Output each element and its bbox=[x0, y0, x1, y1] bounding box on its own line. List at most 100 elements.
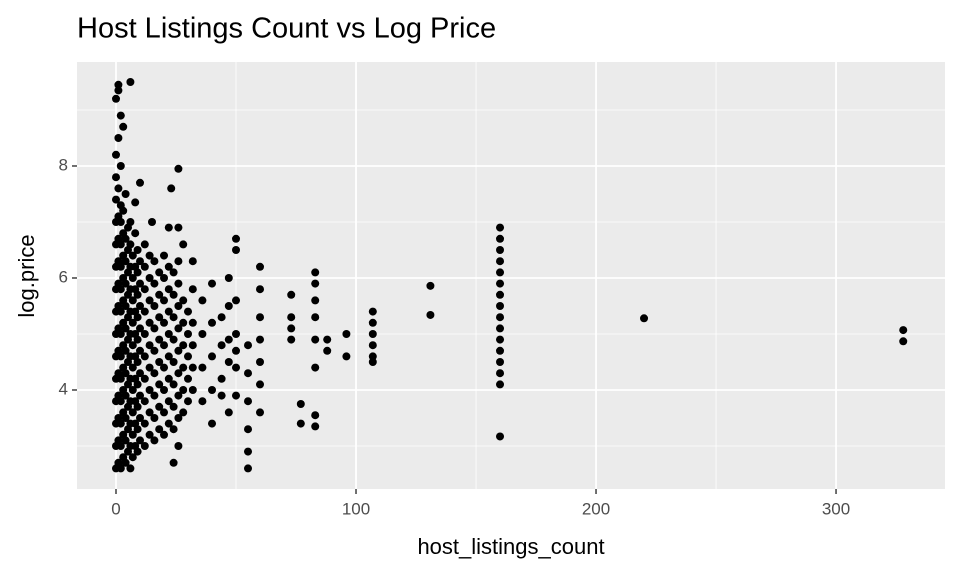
y-tick-label: 4 bbox=[59, 379, 68, 398]
point bbox=[323, 335, 332, 344]
points bbox=[112, 77, 908, 473]
point bbox=[323, 346, 332, 355]
point bbox=[174, 391, 183, 400]
point bbox=[116, 217, 125, 226]
point bbox=[232, 245, 241, 254]
point bbox=[208, 352, 217, 361]
point bbox=[311, 422, 320, 431]
point bbox=[368, 352, 377, 361]
point bbox=[174, 279, 183, 288]
point bbox=[232, 234, 241, 243]
point bbox=[160, 408, 169, 417]
point bbox=[164, 352, 173, 361]
point bbox=[145, 341, 154, 350]
point bbox=[287, 290, 296, 299]
point bbox=[121, 257, 130, 266]
point bbox=[198, 363, 207, 372]
point bbox=[160, 385, 169, 394]
point bbox=[224, 301, 233, 310]
y-tick-label: 8 bbox=[59, 155, 68, 174]
point bbox=[114, 133, 123, 142]
point bbox=[128, 430, 137, 439]
x-tick-label: 100 bbox=[342, 499, 370, 518]
point bbox=[112, 94, 121, 103]
point bbox=[121, 279, 130, 288]
point bbox=[179, 408, 188, 417]
point bbox=[133, 335, 142, 344]
point bbox=[116, 262, 125, 271]
point bbox=[131, 229, 140, 238]
point bbox=[174, 257, 183, 266]
point bbox=[296, 419, 305, 428]
point bbox=[256, 313, 265, 322]
point bbox=[145, 318, 154, 327]
point bbox=[133, 245, 142, 254]
point bbox=[496, 369, 505, 378]
point bbox=[155, 290, 164, 299]
point bbox=[121, 458, 130, 467]
point bbox=[160, 318, 169, 327]
point bbox=[140, 397, 149, 406]
point bbox=[256, 357, 265, 366]
point bbox=[164, 285, 173, 294]
point bbox=[116, 161, 125, 170]
point bbox=[126, 217, 135, 226]
point bbox=[119, 206, 128, 215]
point bbox=[133, 313, 142, 322]
point bbox=[256, 335, 265, 344]
point bbox=[184, 374, 193, 383]
point bbox=[174, 346, 183, 355]
point bbox=[179, 240, 188, 249]
point bbox=[121, 234, 130, 243]
point bbox=[169, 268, 178, 277]
point bbox=[145, 430, 154, 439]
point bbox=[496, 234, 505, 243]
point bbox=[128, 296, 137, 305]
point bbox=[296, 399, 305, 408]
point bbox=[287, 324, 296, 333]
point bbox=[232, 346, 241, 355]
point bbox=[116, 464, 125, 473]
point bbox=[169, 458, 178, 467]
point bbox=[179, 385, 188, 394]
point bbox=[140, 240, 149, 249]
y-axis-title: log.price bbox=[14, 234, 39, 317]
point bbox=[179, 341, 188, 350]
point bbox=[188, 285, 197, 294]
point bbox=[160, 430, 169, 439]
point bbox=[184, 307, 193, 316]
point bbox=[169, 402, 178, 411]
point bbox=[496, 290, 505, 299]
point bbox=[133, 425, 142, 434]
point bbox=[496, 301, 505, 310]
point bbox=[116, 374, 125, 383]
point bbox=[155, 268, 164, 277]
point bbox=[140, 374, 149, 383]
point bbox=[311, 296, 320, 305]
point bbox=[169, 425, 178, 434]
point bbox=[121, 413, 130, 422]
point bbox=[640, 314, 649, 323]
x-tick-label: 300 bbox=[822, 499, 850, 518]
point bbox=[128, 408, 137, 417]
point bbox=[155, 380, 164, 389]
point bbox=[114, 80, 123, 89]
point bbox=[179, 363, 188, 372]
point bbox=[208, 279, 217, 288]
point bbox=[140, 285, 149, 294]
point bbox=[368, 329, 377, 338]
point bbox=[167, 184, 176, 193]
point bbox=[244, 464, 253, 473]
point bbox=[128, 251, 137, 260]
point bbox=[121, 369, 130, 378]
point bbox=[188, 341, 197, 350]
point bbox=[164, 419, 173, 428]
point bbox=[133, 290, 142, 299]
point bbox=[217, 374, 226, 383]
point bbox=[126, 240, 135, 249]
point bbox=[150, 436, 159, 445]
point bbox=[136, 391, 145, 400]
point bbox=[128, 273, 137, 282]
